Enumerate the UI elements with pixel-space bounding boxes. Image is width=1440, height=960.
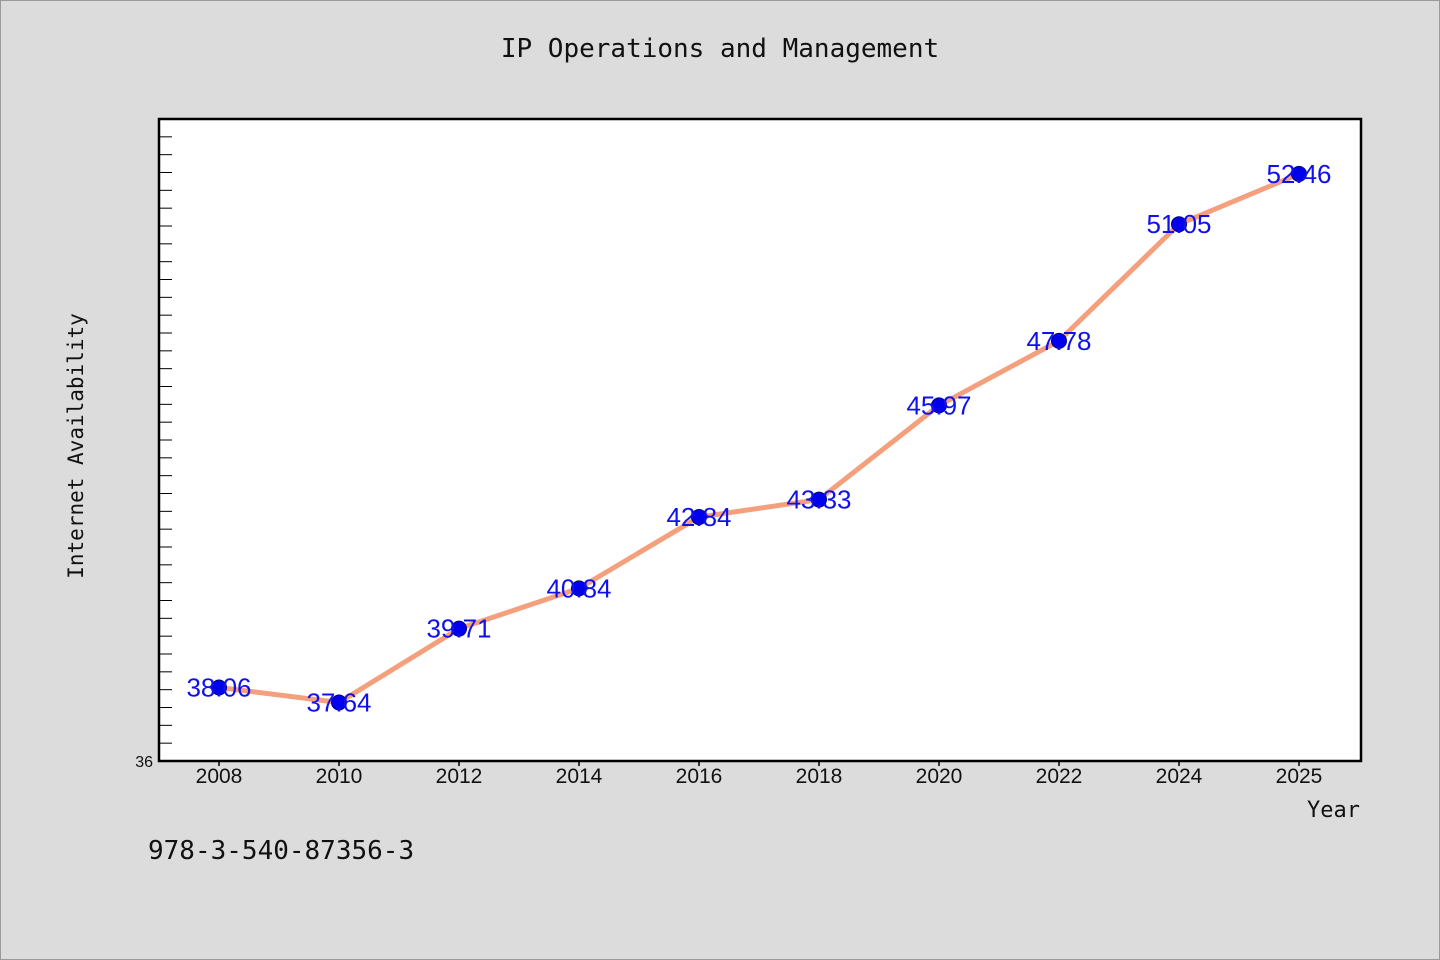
data-point: [571, 580, 587, 597]
data-point: [811, 491, 827, 508]
x-tick-label: 2018: [796, 765, 843, 788]
data-point: [451, 620, 467, 637]
data-label: 43.33: [786, 485, 851, 515]
isbn-footnote: 978-3-540-87356-3: [148, 836, 415, 866]
data-point: [1171, 216, 1187, 233]
data-label: 37.64: [306, 688, 371, 718]
data-point: [331, 694, 347, 711]
data-point: [691, 509, 707, 526]
data-label: 47.78: [1026, 326, 1091, 356]
data-label: 42.84: [666, 502, 731, 532]
x-tick-label: 2010: [316, 765, 363, 788]
x-tick-label: 2022: [1036, 765, 1083, 788]
data-point: [931, 397, 947, 414]
data-points: [211, 165, 1307, 711]
plot-area: [157, 117, 1363, 763]
x-axis-title: Year: [1307, 798, 1360, 823]
series-line: [216, 171, 1302, 706]
x-tick-label: 2014: [556, 765, 603, 788]
data-label: 51.05: [1146, 209, 1211, 239]
data-label: 39.71: [426, 614, 491, 644]
x-tick-label: 2025: [1276, 765, 1323, 788]
y-ticks: [159, 136, 172, 744]
x-tick-label: 2008: [196, 765, 243, 788]
data-label: 52.46: [1266, 159, 1331, 189]
x-ticks: 2008 2010 2012 2014 2016 2018 2020 2022 2024 2025: [196, 761, 1323, 788]
data-label: 40.84: [546, 573, 611, 603]
y-tick-label: 36: [135, 754, 153, 771]
data-point: [211, 679, 227, 696]
chart-title: IP Operations and Management: [500, 34, 940, 64]
x-tick-label: 2016: [676, 765, 723, 788]
x-tick-label: 2020: [916, 765, 963, 788]
x-tick-label: 2012: [436, 765, 483, 788]
data-labels: 38.06 37.64 39.71 40.84 42.84 43.33 45.97 47.78…: [186, 159, 1331, 718]
data-label: 45.97: [906, 390, 971, 420]
data-point: [1051, 332, 1067, 349]
x-tick-label: 2024: [1156, 765, 1203, 788]
data-label: 38.06: [186, 673, 251, 703]
data-point: [1291, 165, 1307, 182]
